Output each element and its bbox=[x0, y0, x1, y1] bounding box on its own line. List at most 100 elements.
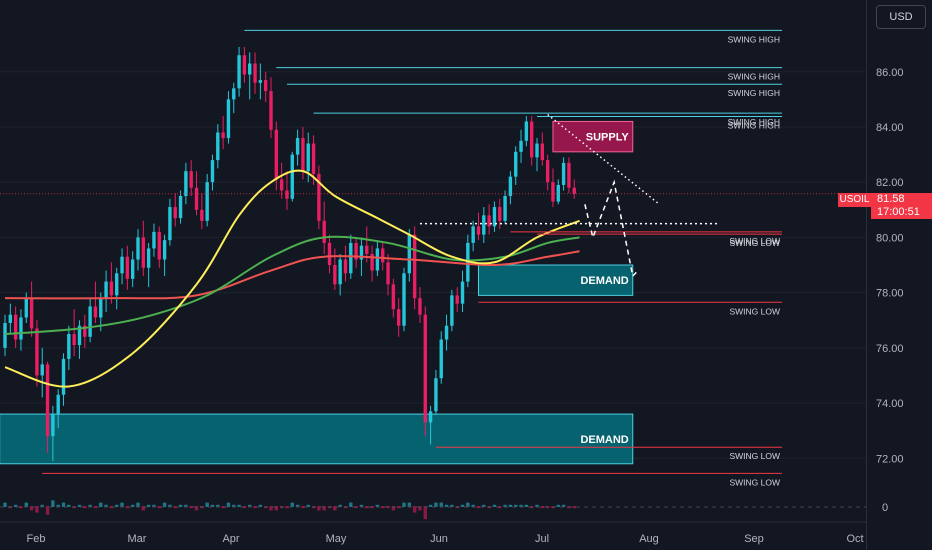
price-tick-label: 76.00 bbox=[876, 343, 904, 355]
zone-label: DEMAND bbox=[580, 434, 628, 446]
month-label: Apr bbox=[222, 533, 239, 545]
volume-bar bbox=[115, 504, 119, 507]
month-label: Oct bbox=[846, 533, 863, 545]
volume-bar bbox=[258, 504, 263, 507]
volume-bar bbox=[237, 504, 241, 507]
volume-bar bbox=[162, 502, 167, 507]
volume-bar bbox=[482, 504, 486, 507]
price-tick-label: 84.00 bbox=[876, 122, 904, 134]
volume-bar bbox=[402, 502, 406, 507]
volume-bar bbox=[295, 504, 300, 507]
volume-bar bbox=[572, 506, 576, 509]
candle-body bbox=[381, 248, 385, 263]
volume-bar bbox=[40, 504, 44, 507]
candle-body bbox=[93, 306, 98, 318]
volume-bar bbox=[519, 504, 523, 507]
volume-bar bbox=[194, 506, 199, 511]
volume-bar bbox=[391, 506, 396, 511]
candle-body bbox=[529, 121, 534, 158]
volume-bar bbox=[407, 502, 412, 507]
candle-body bbox=[428, 411, 433, 423]
candle-body bbox=[269, 91, 273, 130]
volume-bar bbox=[354, 506, 358, 509]
volume-bar bbox=[184, 504, 188, 507]
candle-body bbox=[391, 284, 396, 310]
candle-body bbox=[540, 143, 545, 161]
candle-body bbox=[418, 298, 422, 315]
volume-bar bbox=[434, 502, 438, 507]
zone-supply bbox=[552, 120, 634, 153]
candle-body bbox=[412, 234, 417, 299]
swing-label: SWING HIGH bbox=[728, 117, 780, 127]
currency-selector[interactable]: USD bbox=[876, 5, 926, 29]
swing-label: SWING LOW bbox=[729, 477, 780, 487]
candle-body bbox=[317, 173, 321, 221]
volume-bar bbox=[210, 504, 215, 507]
candle-body bbox=[423, 314, 427, 423]
swing-levels: SWING HIGH SWING HIGH SWING HIGH SWING HIGH… bbox=[42, 29, 782, 487]
volume-bar bbox=[317, 506, 321, 511]
volume-bar bbox=[152, 504, 156, 507]
candle-body bbox=[194, 187, 199, 210]
volume-bar bbox=[56, 504, 60, 507]
volume-bar bbox=[561, 504, 566, 507]
volume-bar bbox=[3, 502, 7, 507]
month-label: May bbox=[326, 533, 347, 545]
symbol-tag: USOIL bbox=[838, 193, 871, 207]
candle-body bbox=[402, 273, 406, 326]
volume-bar bbox=[146, 504, 151, 507]
volume-bar bbox=[333, 506, 337, 511]
candle-body bbox=[173, 207, 177, 219]
volume-bar bbox=[141, 506, 146, 511]
volume-bar bbox=[450, 504, 454, 507]
candle-body bbox=[450, 295, 454, 326]
candle-body bbox=[561, 162, 566, 185]
candle-body bbox=[35, 328, 39, 376]
candle-body bbox=[136, 237, 140, 260]
volume-bar bbox=[290, 502, 294, 507]
candle-body bbox=[482, 215, 486, 235]
candle-body bbox=[99, 298, 103, 318]
candle-body bbox=[439, 339, 443, 379]
price-tick-label: 74.00 bbox=[876, 398, 904, 410]
candle-body bbox=[508, 176, 513, 196]
candle-body bbox=[567, 162, 571, 188]
candle-body bbox=[407, 234, 412, 274]
zone-label: DEMAND bbox=[580, 275, 628, 287]
swing-label: SWING HIGH bbox=[728, 120, 780, 130]
volume-bar bbox=[508, 504, 513, 507]
month-label: Jul bbox=[535, 533, 549, 545]
sma-fast-line bbox=[4, 169, 580, 388]
volume-bar bbox=[423, 506, 427, 520]
volume-bar bbox=[444, 504, 449, 507]
volume-bar bbox=[178, 504, 183, 507]
volume-bar bbox=[396, 506, 401, 509]
volume-bar bbox=[466, 502, 470, 507]
candle-body bbox=[232, 88, 236, 100]
candle-body bbox=[551, 182, 555, 202]
volume-bar bbox=[306, 504, 310, 507]
time-axis[interactable]: Feb Mar Apr May Jun Jul Aug Sep Oct bbox=[0, 521, 866, 545]
volume-bar bbox=[51, 500, 55, 507]
candle-body bbox=[514, 151, 518, 177]
volume-bar bbox=[35, 506, 39, 513]
candle-body bbox=[279, 179, 284, 191]
candle-body bbox=[572, 187, 576, 194]
candle-body bbox=[396, 309, 401, 326]
swing-label: SWING LOW bbox=[729, 306, 780, 316]
zone-demand bbox=[477, 264, 634, 296]
bar-countdown: 17:00:51 bbox=[877, 206, 920, 218]
candle-body bbox=[56, 394, 60, 415]
candle-body bbox=[29, 298, 34, 329]
volume-bar bbox=[274, 506, 279, 511]
candle-body bbox=[242, 55, 247, 75]
candle-body bbox=[498, 207, 502, 221]
volume-bar bbox=[439, 502, 443, 507]
volume-bar bbox=[349, 502, 353, 507]
volume-bar bbox=[125, 506, 130, 509]
volume-bar bbox=[269, 506, 273, 511]
swing-label: SWING LOW bbox=[729, 236, 780, 246]
candle-body bbox=[263, 80, 268, 92]
